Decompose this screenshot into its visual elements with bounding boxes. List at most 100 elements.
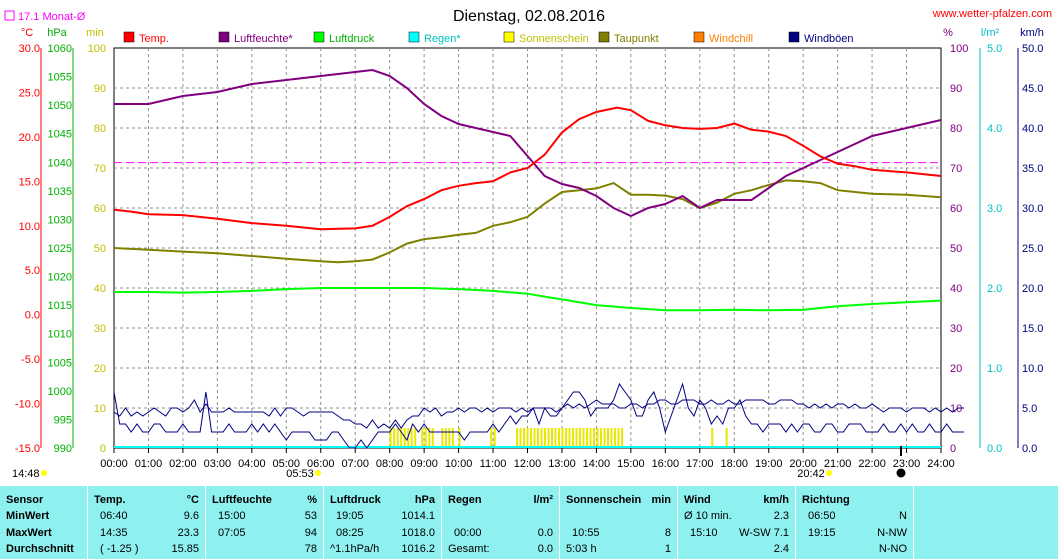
temperature-series-line (113, 106, 942, 231)
sunshine-bar (526, 428, 529, 448)
legend-label: Taupunkt (614, 33, 659, 45)
sunshine-bar (561, 428, 564, 448)
stats-wind-max-value: W-SW 7.1 (739, 527, 789, 539)
sunshine-bar (547, 428, 550, 448)
legend-swatch (503, 31, 515, 43)
stats-dir-max-time: 19:15 (808, 527, 836, 539)
sunshine-bar (582, 428, 585, 448)
wind-tick-label: 5.0 (1022, 403, 1037, 415)
pressure-tick-label: 990 (54, 443, 72, 455)
moon-icon (896, 468, 906, 478)
source-link[interactable]: www.wetter-pfalzen.com (932, 8, 1052, 20)
wind-tick-label: 35.0 (1022, 163, 1043, 175)
rain-tick-label: 0.0 (987, 443, 1002, 455)
legend-label: Temp. (139, 33, 169, 45)
sun-icon (41, 470, 47, 476)
stats-sun-avg-value: 1 (664, 543, 671, 555)
monthly-avg-marker-icon (4, 10, 15, 21)
stats-col-wind: Wind km/h Ø 10 min. 2.3 15:10 W-SW 7.1 2… (678, 486, 796, 559)
legend-swatch (788, 31, 800, 43)
humidity-tick-label: 60 (950, 203, 962, 215)
stats-hum-max-time: 07:05 (218, 527, 246, 539)
sunshine-bar (444, 428, 447, 448)
legend-label: Windchill (709, 33, 753, 45)
sunshine-bar (537, 428, 540, 448)
stats-hum-avg-value: 78 (304, 543, 317, 555)
sunset-time: 20:42 (797, 468, 825, 480)
minutes-tick-label: 60 (94, 203, 106, 215)
pressure-tick-label: 1015 (48, 300, 72, 312)
minutes-tick-label: 10 (94, 403, 106, 415)
minutes-axis-unit: min (86, 27, 104, 39)
stats-temp-max-value: 23.3 (177, 527, 199, 539)
stats-temp-max-time: 14:35 (100, 527, 128, 539)
sunshine-bar (711, 428, 714, 448)
legend-swatch (408, 31, 420, 43)
stats-header-temp-unit: °C (186, 494, 199, 506)
stats-press-min-time: 19:05 (336, 510, 364, 522)
pressure-tick-label: 1055 (48, 72, 72, 84)
legend-group: Temp. Luftfeuchte* Luftdruck Regen* Sonnensc… (123, 31, 854, 45)
stats-press-min-value: 1014.1 (401, 510, 435, 522)
stats-sun-total: 5:03 h (566, 543, 597, 555)
stats-wind-avg-value: 2.4 (773, 543, 789, 555)
sunshine-bar (421, 428, 424, 448)
stats-header-pressure-unit: hPa (414, 494, 435, 506)
stats-wind-min-label: Ø 10 min. (684, 510, 732, 522)
sunshine-bar (725, 428, 728, 448)
humidity-tick-label: 80 (950, 123, 962, 135)
temp-tick-label: 20.0 (19, 132, 40, 144)
humidity-tick-label: 70 (950, 163, 962, 175)
sunshine-bar (607, 428, 610, 448)
stats-header-rain: Regen (448, 494, 482, 506)
sunshine-start-time: 14:48 (12, 468, 40, 480)
stats-sun-max-time: 10:55 (572, 527, 600, 539)
pressure-tick-label: 1045 (48, 129, 72, 141)
humidity-tick-label: 100 (950, 43, 968, 55)
stats-header-sensor: Sensor (6, 494, 44, 506)
minutes-tick-label: 70 (94, 163, 106, 175)
stats-col-temp: Temp. °C 06:40 9.6 14:35 23.3 ( -1.25 ) … (88, 486, 206, 559)
sunrise-time: 05:53 (286, 468, 314, 480)
wind-tick-label: 0.0 (1022, 443, 1037, 455)
rain-tick-label: 2.0 (987, 283, 1002, 295)
stats-press-max-time: 08:25 (336, 527, 364, 539)
stats-row-label: MaxWert (6, 527, 52, 539)
pressure-tick-label: 1035 (48, 186, 72, 198)
stats-col-sunshine: Sonnenschein min 10:55 8 5:03 h 1 (560, 486, 678, 559)
humidity-axis-unit: % (943, 27, 953, 39)
wind-tick-label: 20.0 (1022, 283, 1043, 295)
stats-header-wind-unit: km/h (763, 494, 789, 506)
legend-label: Windböen (804, 33, 854, 45)
x-tick-label: 06:00 (307, 458, 335, 470)
temp-tick-label: 25.0 (19, 87, 40, 99)
minutes-tick-label: 50 (94, 243, 106, 255)
x-tick-label: 13:00 (548, 458, 576, 470)
wind-tick-label: 30.0 (1022, 203, 1043, 215)
stats-temp-avg-value: 15.85 (171, 543, 199, 555)
stats-sun-max-value: 8 (664, 527, 671, 539)
stats-header-rain-unit: l/m² (533, 494, 553, 506)
sunshine-bar (410, 428, 413, 448)
x-tick-label: 01:00 (135, 458, 163, 470)
stats-col-sensor: Sensor MinWert MaxWert Durchschnitt (0, 486, 88, 559)
sunshine-bar (621, 428, 624, 448)
x-tick-label: 09:00 (410, 458, 438, 470)
stats-header-humidity-unit: % (307, 494, 317, 506)
minutes-tick-label: 0 (100, 443, 106, 455)
sunshine-bar (565, 428, 568, 448)
stats-rain-total-label: Gesamt: (448, 543, 490, 555)
stats-temp-min-value: 9.6 (183, 510, 199, 522)
stats-press-max-value: 1018.0 (401, 527, 435, 539)
temp-tick-label: 15.0 (19, 176, 40, 188)
temp-tick-label: 30.0 (19, 43, 40, 55)
legend-label: Regen* (424, 33, 461, 45)
grid-group (113, 47, 942, 449)
x-tick-label: 16:00 (652, 458, 680, 470)
wind-axis-unit: km/h (1020, 27, 1044, 39)
sunshine-bar (441, 428, 444, 448)
pressure-tick-label: 1000 (48, 386, 72, 398)
x-tick-label: 07:00 (341, 458, 369, 470)
stats-hum-max-value: 94 (304, 527, 317, 539)
x-tick-label: 22:00 (858, 458, 886, 470)
